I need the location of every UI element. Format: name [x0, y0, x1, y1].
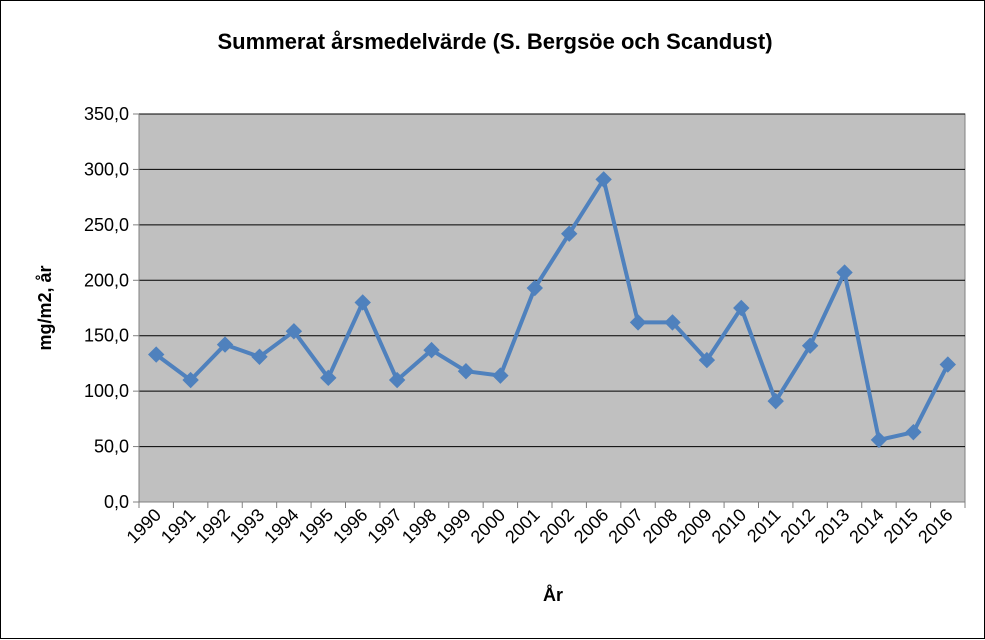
y-tick-label: 50,0	[94, 437, 129, 457]
data-point-marker	[939, 356, 956, 373]
data-point-marker	[216, 336, 234, 353]
x-tick-label: 2011	[743, 505, 785, 547]
data-point-marker	[354, 294, 371, 311]
y-tick-label: 0,0	[104, 492, 129, 512]
data-point-marker	[182, 371, 199, 389]
x-tick-label: 1991	[157, 505, 199, 547]
x-tick-label: 2015	[880, 505, 922, 547]
y-tick-labels: 0,0 50,0 100,0 150,0 200,0 250,0 300,0 350,0	[84, 104, 129, 512]
series-layer	[148, 171, 956, 449]
x-tick-label: 2010	[708, 505, 750, 547]
data-point-marker	[836, 264, 853, 281]
data-point-marker	[457, 362, 475, 380]
y-tick-label: 350,0	[84, 104, 129, 124]
gridlines	[139, 113, 965, 448]
data-point-marker	[870, 431, 888, 449]
y-tick-label: 100,0	[84, 381, 129, 401]
x-tick-label: 1995	[295, 505, 337, 547]
x-tick-label: 2014	[845, 505, 887, 547]
data-point-marker	[595, 171, 612, 188]
data-point-marker	[526, 279, 543, 297]
data-point-marker	[423, 341, 440, 359]
x-axis-label: År	[543, 585, 563, 605]
x-tick-label: 2000	[467, 505, 509, 547]
x-tick-label: 1992	[191, 505, 233, 547]
data-point-marker	[698, 351, 716, 369]
y-tick-label: 300,0	[84, 159, 129, 179]
x-tick-label: 2008	[639, 505, 681, 547]
x-tick-label: 1999	[432, 505, 474, 547]
x-tick-labels: 1990199119921993199419951996199719981999…	[123, 505, 957, 547]
x-tick-label: 1996	[329, 505, 371, 547]
data-point-marker	[733, 299, 750, 317]
y-tick-label: 200,0	[84, 270, 129, 290]
data-point-marker	[492, 367, 509, 384]
x-tick-label: 1993	[226, 505, 268, 547]
y-tick-label: 250,0	[84, 215, 129, 235]
series-line	[155, 177, 950, 442]
data-point-marker	[320, 369, 337, 387]
x-tick-label: 1997	[363, 505, 405, 547]
data-point-marker	[251, 348, 268, 365]
data-point-marker	[148, 346, 165, 363]
data-point-marker	[388, 371, 406, 389]
data-point-marker	[629, 314, 647, 331]
y-tick-label: 150,0	[84, 326, 129, 346]
chart-title: Summerat årsmedelvärde (S. Bergsöe och S…	[217, 29, 772, 54]
x-tick-label: 2006	[570, 505, 612, 547]
x-tick-label: 2016	[914, 505, 956, 547]
data-point-marker	[664, 314, 681, 331]
x-tick-label: 1994	[260, 505, 302, 547]
x-tick-label: 1998	[398, 505, 440, 547]
data-point-marker	[285, 323, 303, 340]
axes	[133, 113, 966, 508]
x-tick-label: 2007	[604, 505, 646, 547]
x-tick-label: 2001	[501, 505, 543, 547]
x-tick-label: 2009	[673, 505, 715, 547]
data-point-marker	[801, 337, 819, 354]
data-point-marker	[561, 225, 578, 242]
x-tick-label: 2012	[776, 505, 818, 547]
data-point-marker	[767, 392, 784, 410]
x-tick-label: 2013	[811, 505, 853, 547]
y-axis-label: mg/m2, år	[35, 265, 55, 350]
data-point-marker	[905, 423, 922, 441]
plot-area	[138, 113, 966, 503]
x-tick-label: 2002	[536, 505, 578, 547]
